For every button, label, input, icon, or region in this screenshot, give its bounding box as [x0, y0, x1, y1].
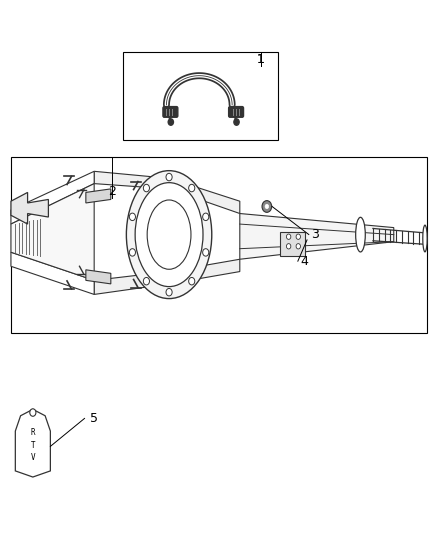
- Circle shape: [296, 234, 300, 239]
- Polygon shape: [86, 270, 111, 284]
- Text: 3: 3: [311, 228, 319, 241]
- Bar: [11, 157, 427, 333]
- Bar: [123, 52, 278, 140]
- Polygon shape: [11, 171, 94, 224]
- Circle shape: [286, 234, 291, 239]
- Polygon shape: [240, 214, 394, 259]
- Polygon shape: [11, 252, 94, 294]
- Polygon shape: [94, 259, 240, 294]
- Circle shape: [262, 200, 272, 212]
- Circle shape: [265, 204, 268, 208]
- Ellipse shape: [356, 217, 365, 252]
- Ellipse shape: [126, 171, 212, 298]
- Polygon shape: [15, 409, 50, 477]
- Text: R: R: [31, 429, 35, 438]
- Circle shape: [168, 119, 173, 125]
- Circle shape: [166, 173, 172, 181]
- Polygon shape: [94, 171, 240, 214]
- Text: 5: 5: [90, 412, 98, 425]
- Ellipse shape: [135, 183, 203, 287]
- Polygon shape: [86, 189, 111, 203]
- Ellipse shape: [423, 225, 427, 252]
- Circle shape: [166, 288, 172, 296]
- Circle shape: [286, 244, 291, 249]
- Circle shape: [143, 278, 149, 285]
- Text: V: V: [31, 453, 35, 462]
- Text: 2: 2: [108, 185, 116, 198]
- Circle shape: [129, 213, 135, 221]
- Polygon shape: [11, 192, 48, 224]
- Circle shape: [129, 249, 135, 256]
- Circle shape: [189, 184, 195, 192]
- FancyBboxPatch shape: [163, 107, 178, 117]
- Text: T: T: [31, 441, 35, 450]
- Polygon shape: [11, 183, 94, 280]
- Circle shape: [189, 278, 195, 285]
- Circle shape: [203, 249, 209, 256]
- Text: 4: 4: [300, 255, 308, 268]
- Text: 1: 1: [257, 53, 265, 66]
- FancyBboxPatch shape: [229, 107, 244, 117]
- Circle shape: [203, 213, 209, 221]
- Circle shape: [143, 184, 149, 192]
- Ellipse shape: [147, 200, 191, 269]
- Text: 1: 1: [257, 53, 265, 66]
- Circle shape: [30, 409, 36, 416]
- FancyBboxPatch shape: [280, 232, 305, 256]
- Circle shape: [296, 244, 300, 249]
- Circle shape: [234, 119, 239, 125]
